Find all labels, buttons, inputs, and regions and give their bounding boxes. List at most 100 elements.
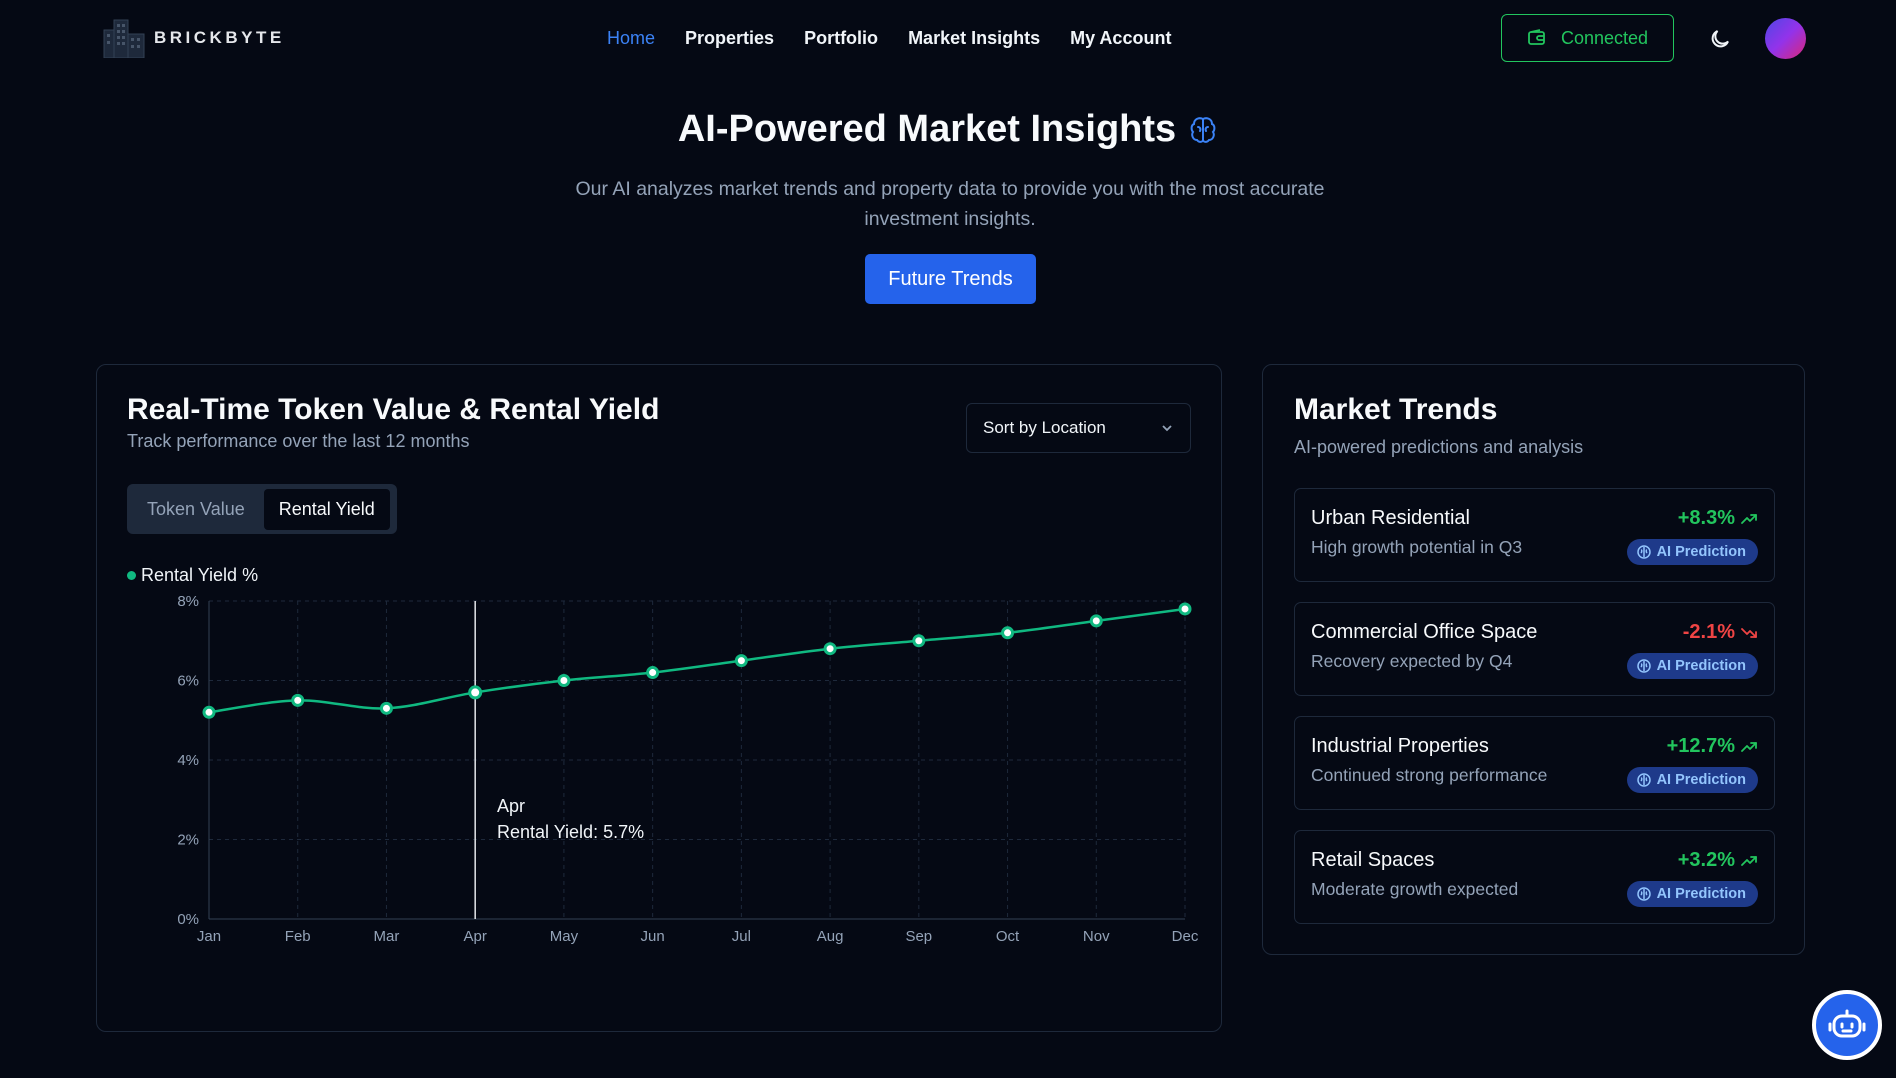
trend-item[interactable]: Urban Residential High growth potential i… xyxy=(1294,488,1775,582)
x-tick-label: Feb xyxy=(285,928,311,945)
trend-change-value: +3.2% xyxy=(1677,849,1735,871)
brain-icon xyxy=(1636,887,1651,901)
trend-change: +8.3% xyxy=(1678,507,1758,530)
x-tick-label: Mar xyxy=(374,928,400,945)
tooltip-month: Apr xyxy=(497,796,526,816)
trends-subtitle: AI-powered predictions and analysis xyxy=(1294,437,1584,457)
x-tick-label: Apr xyxy=(464,928,487,945)
wallet-connected-button[interactable]: Connected xyxy=(1501,14,1674,62)
data-point xyxy=(1178,602,1192,616)
data-point xyxy=(912,634,926,648)
ai-prediction-badge: AI Prediction xyxy=(1626,881,1758,907)
data-point xyxy=(823,642,837,656)
series-line-rental-yield xyxy=(208,607,1186,714)
trend-name: Commercial Office Space xyxy=(1311,621,1538,643)
market-trends-card: Market Trends AI-powered predictions and… xyxy=(1262,364,1805,955)
ai-prediction-badge: AI Prediction xyxy=(1626,653,1758,679)
data-point xyxy=(379,701,393,715)
ai-prediction-badge: AI Prediction xyxy=(1626,767,1758,793)
x-tick-label: Nov xyxy=(1083,928,1110,945)
y-tick-label: 2% xyxy=(177,832,199,849)
trend-change-value: +12.7% xyxy=(1666,735,1735,757)
nav-portfolio[interactable]: Portfolio xyxy=(804,28,879,48)
trend-change: -2.1% xyxy=(1683,621,1758,644)
trend-change-value: -2.1% xyxy=(1682,621,1735,643)
x-tick-label: Jun xyxy=(641,928,665,945)
y-tick-label: 8% xyxy=(177,593,199,610)
ai-prediction-label: AI Prediction xyxy=(1656,658,1746,674)
trending-up-icon xyxy=(1741,513,1757,524)
chatbot-button[interactable] xyxy=(1812,990,1882,1060)
chevron-down-icon xyxy=(1162,425,1172,432)
brain-icon xyxy=(1636,545,1651,559)
chart-card: Real-Time Token Value & Rental Yield Tra… xyxy=(96,364,1222,1032)
top-navbar: BRICKBYTE Home Properties Portfolio Mark… xyxy=(0,0,1896,80)
chart-title: Real-Time Token Value & Rental Yield xyxy=(127,393,660,426)
trend-description: Moderate growth expected xyxy=(1311,879,1519,899)
moon-icon[interactable] xyxy=(1708,27,1732,51)
nav-market-insights[interactable]: Market Insights xyxy=(908,28,1041,48)
trend-change-value: +8.3% xyxy=(1677,507,1735,529)
ai-prediction-label: AI Prediction xyxy=(1656,544,1746,560)
nav-my-account[interactable]: My Account xyxy=(1070,28,1172,48)
data-point xyxy=(646,666,660,680)
trend-name: Urban Residential xyxy=(1311,507,1470,529)
ai-prediction-label: AI Prediction xyxy=(1656,772,1746,788)
data-point xyxy=(1001,626,1015,640)
trend-item[interactable]: Retail Spaces Moderate growth expected +3.… xyxy=(1294,830,1775,924)
trend-name: Industrial Properties xyxy=(1311,735,1489,757)
ai-prediction-badge: AI Prediction xyxy=(1626,539,1758,565)
data-point xyxy=(734,654,748,668)
nav-home[interactable]: Home xyxy=(607,28,656,48)
trends-title: Market Trends xyxy=(1294,393,1498,426)
future-trends-button[interactable]: Future Trends xyxy=(865,254,1036,304)
data-point xyxy=(468,685,483,700)
x-tick-label: Dec xyxy=(1172,928,1199,945)
tooltip-value: Rental Yield: 5.7% xyxy=(497,822,645,842)
trend-item[interactable]: Industrial Properties Continued strong pe… xyxy=(1294,716,1775,810)
brain-icon xyxy=(1636,659,1651,673)
wallet-icon xyxy=(1528,29,1545,45)
page-title: AI-Powered Market Insights xyxy=(0,108,1896,151)
trend-change: +3.2% xyxy=(1678,849,1758,872)
chart-tooltip: Apr Rental Yield: 5.7% xyxy=(497,793,644,845)
brain-icon xyxy=(1190,116,1216,143)
y-tick-label: 4% xyxy=(177,752,199,769)
tab-rental-yield[interactable]: Rental Yield xyxy=(263,488,390,530)
y-tick-label: 6% xyxy=(177,673,199,690)
trending-down-icon xyxy=(1741,627,1757,638)
x-tick-label: Jan xyxy=(197,928,221,945)
sort-by-location-select[interactable]: Sort by Location xyxy=(966,403,1191,453)
legend-label: Rental Yield % xyxy=(141,565,259,585)
trend-item[interactable]: Commercial Office Space Recovery expected… xyxy=(1294,602,1775,696)
brand-logo[interactable]: BRICKBYTE xyxy=(102,18,285,58)
robot-icon xyxy=(1828,1009,1866,1038)
rental-yield-chart[interactable]: 0% 2% 4% 6% 8% Jan Feb Mar Apr May Jun Jul Aug Sep Oct… xyxy=(97,365,1221,965)
trending-up-icon xyxy=(1741,741,1757,752)
data-point xyxy=(557,674,571,687)
tab-token-value[interactable]: Token Value xyxy=(147,498,245,519)
data-point xyxy=(202,705,216,719)
trend-description: Continued strong performance xyxy=(1311,765,1548,785)
x-tick-label: Oct xyxy=(996,928,1020,945)
data-point xyxy=(1089,614,1103,628)
trending-up-icon xyxy=(1741,855,1757,866)
metric-toggle-group: Token Value Rental Yield xyxy=(127,484,397,534)
nav-properties[interactable]: Properties xyxy=(685,28,775,48)
ai-prediction-label: AI Prediction xyxy=(1656,886,1746,902)
x-tick-label: Aug xyxy=(817,928,844,945)
wallet-status-label: Connected xyxy=(1560,27,1649,48)
chart-legend: Rental Yield % xyxy=(127,565,258,586)
trend-change: +12.7% xyxy=(1667,735,1758,758)
brain-icon xyxy=(1636,773,1651,787)
x-tick-label: Jul xyxy=(732,928,751,945)
trend-name: Retail Spaces xyxy=(1311,849,1435,871)
trend-description: Recovery expected by Q4 xyxy=(1311,651,1513,671)
data-point xyxy=(291,693,305,707)
user-avatar[interactable] xyxy=(1765,18,1806,59)
building-icon xyxy=(103,19,145,58)
sort-select-value: Sort by Location xyxy=(983,418,1106,437)
trend-description: High growth potential in Q3 xyxy=(1311,537,1523,557)
legend-marker xyxy=(127,571,136,580)
y-tick-label: 0% xyxy=(177,911,199,928)
